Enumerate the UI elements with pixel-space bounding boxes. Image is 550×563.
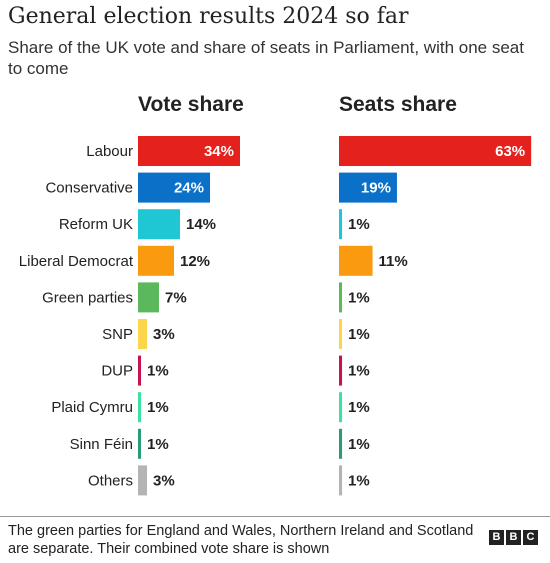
seats-bar-conservative — [339, 172, 397, 203]
category-label-sinn-fein: Sinn Féin — [70, 436, 133, 453]
seats-value-label-snp: 1% — [348, 326, 370, 343]
category-label-snp: SNP — [102, 326, 133, 343]
seats-bar-green-parties — [339, 282, 343, 313]
seats-bar-others — [339, 465, 343, 496]
seats-bar-snp — [339, 319, 343, 349]
seats-bar-sinn-fein — [339, 428, 343, 459]
vote-bar-plaid-cymru — [138, 392, 141, 423]
chart-subtitle: Share of the UK vote and share of seats … — [8, 38, 524, 78]
vote-bar-labour — [138, 136, 240, 166]
seats-bar-dup — [339, 355, 343, 386]
vote-bar-sinn-fein — [138, 428, 141, 459]
seats-value-label-reform-uk: 1% — [348, 216, 370, 233]
vote-value-label-plaid-cymru: 1% — [147, 399, 169, 416]
category-label-dup: DUP — [101, 363, 133, 380]
bbc-logo: B B C — [489, 530, 538, 545]
vote-bar-liberal-democrat — [138, 245, 174, 276]
vote-value-label-liberal-democrat: 12% — [180, 253, 210, 270]
vote-value-label-snp: 3% — [153, 326, 175, 343]
bar-chart: Labour 34% 63% Conservative 24% 19% Reform UK 1… — [19, 136, 532, 496]
chart-title: General election results 2024 so far — [8, 4, 409, 29]
bbc-logo-letter: B — [489, 530, 504, 545]
vote-value-label-others: 3% — [153, 472, 175, 489]
seats-value-label-conservative: 19% — [361, 180, 391, 197]
category-label-plaid-cymru: Plaid Cymru — [51, 399, 133, 416]
vote-value-label-dup: 1% — [147, 363, 169, 380]
seats-value-label-labour: 63% — [495, 143, 525, 160]
footer: The green parties for England and Wales,… — [0, 516, 550, 563]
category-label-reform-uk: Reform UK — [59, 216, 133, 233]
vote-bar-dup — [138, 355, 141, 386]
footnote: The green parties for England and Wales,… — [8, 523, 474, 557]
bbc-logo-letter: B — [506, 530, 521, 545]
bbc-logo-letter: C — [523, 530, 538, 545]
category-label-liberal-democrat: Liberal Democrat — [19, 253, 134, 270]
seats-bar-plaid-cymru — [339, 392, 343, 423]
category-label-labour: Labour — [86, 143, 133, 160]
seats-value-label-plaid-cymru: 1% — [348, 399, 370, 416]
seats-bar-reform-uk — [339, 209, 343, 240]
vote-value-label-labour: 34% — [204, 143, 234, 160]
seats-value-label-dup: 1% — [348, 363, 370, 380]
category-label-conservative: Conservative — [45, 180, 133, 197]
vote-bar-conservative — [138, 172, 210, 203]
seats-value-label-green-parties: 1% — [348, 289, 370, 306]
seats-bar-labour — [339, 136, 532, 166]
seats-value-label-liberal-democrat: 11% — [379, 253, 408, 270]
vote-value-label-green-parties: 7% — [165, 289, 187, 306]
vote-value-label-sinn-fein: 1% — [147, 436, 169, 453]
vote-share-heading: Vote share — [138, 93, 244, 116]
vote-value-label-reform-uk: 14% — [186, 216, 216, 233]
vote-value-label-conservative: 24% — [174, 180, 204, 197]
seats-value-label-sinn-fein: 1% — [348, 436, 370, 453]
seats-share-heading: Seats share — [339, 93, 457, 116]
vote-bar-green-parties — [138, 282, 159, 313]
category-label-others: Others — [88, 472, 133, 489]
vote-bar-snp — [138, 319, 147, 349]
seats-bar-liberal-democrat — [339, 245, 373, 276]
seats-value-label-others: 1% — [348, 472, 370, 489]
vote-bar-others — [138, 465, 147, 496]
category-label-green-parties: Green parties — [42, 289, 133, 306]
vote-bar-reform-uk — [138, 209, 180, 240]
